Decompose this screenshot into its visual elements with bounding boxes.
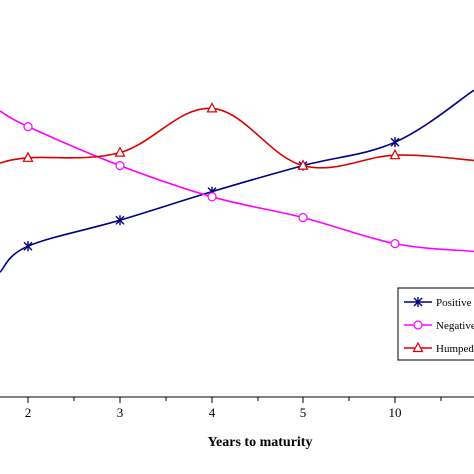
series-humped-marker xyxy=(22,151,34,162)
legend-label: Positive xyxy=(436,297,472,309)
x-tick-label: 3 xyxy=(117,405,124,420)
legend-label: Negative xyxy=(436,320,474,332)
series-negative-marker xyxy=(298,213,308,223)
series-positive-marker xyxy=(115,215,125,226)
series-negative-marker xyxy=(207,192,217,202)
x-tick-label: 5 xyxy=(300,405,307,420)
x-tick-labels: 2 3 4 5 10 xyxy=(25,405,402,420)
series-negative-marker xyxy=(23,121,33,132)
series-positive-marker xyxy=(23,241,33,252)
legend-entry: Humped xyxy=(404,341,474,355)
series-negative-marker xyxy=(390,239,400,249)
axes xyxy=(0,396,474,403)
legend: Positive Negative Humped xyxy=(397,287,474,361)
series-lines xyxy=(0,89,474,273)
series-humped-marker xyxy=(297,159,309,170)
legend-entry: Negative xyxy=(404,320,474,332)
legend-entry: Positive xyxy=(404,297,472,309)
x-axis-title: Years to maturity xyxy=(208,435,313,450)
series-line-negative xyxy=(0,110,474,253)
series-humped-marker xyxy=(389,148,401,160)
x-tick-label: 10 xyxy=(389,405,402,420)
series-markers xyxy=(22,102,401,252)
x-tick-label: 2 xyxy=(25,405,32,420)
series-humped-marker xyxy=(206,102,218,113)
legend-label: Humped xyxy=(436,343,474,355)
series-humped-marker xyxy=(114,146,126,157)
series-positive-marker xyxy=(390,137,400,148)
x-tick-label: 4 xyxy=(209,405,216,420)
series-negative-marker xyxy=(115,161,125,171)
